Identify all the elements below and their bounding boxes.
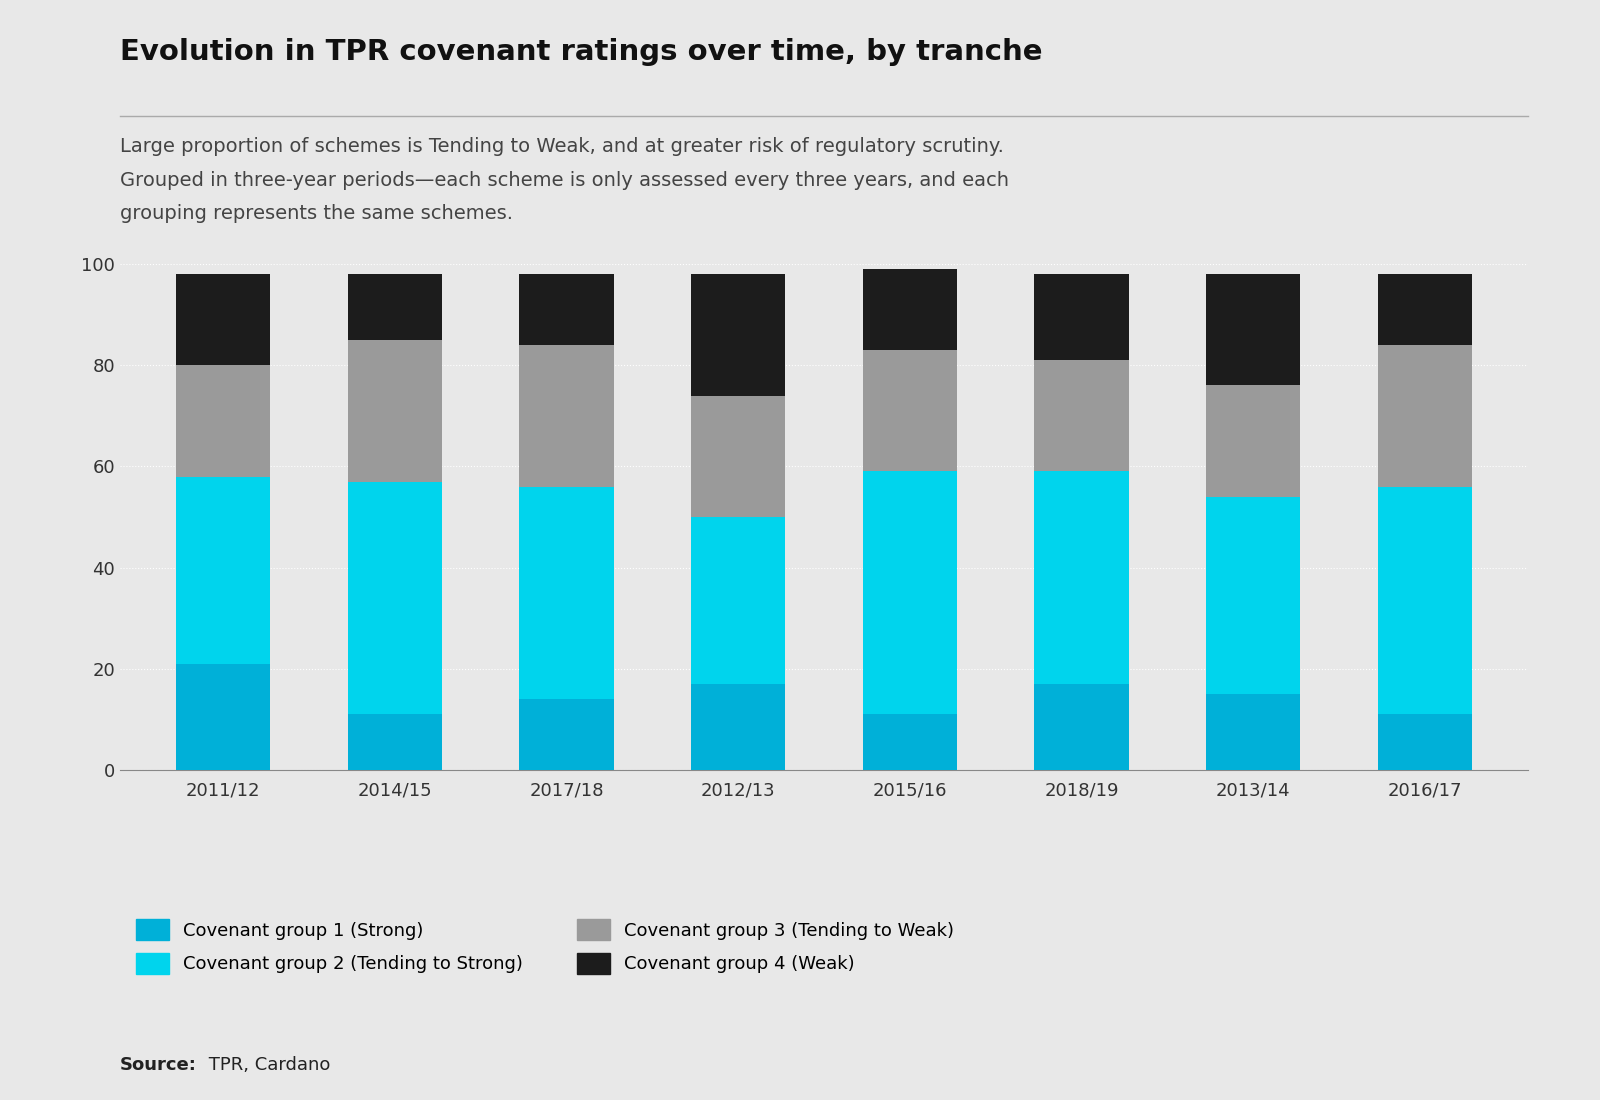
Bar [1378, 486, 1472, 714]
Bar [1206, 274, 1301, 385]
Bar [520, 274, 614, 345]
Bar [347, 714, 442, 770]
Bar [1206, 385, 1301, 497]
Bar [691, 396, 786, 517]
Text: TPR, Cardano: TPR, Cardano [203, 1056, 331, 1074]
Bar [1034, 360, 1128, 472]
Bar [1034, 684, 1128, 770]
Bar [691, 517, 786, 684]
Text: Evolution in TPR covenant ratings over time, by tranche: Evolution in TPR covenant ratings over t… [120, 39, 1043, 66]
Bar [1378, 714, 1472, 770]
Bar [520, 700, 614, 770]
Bar [347, 274, 442, 340]
Bar [1206, 497, 1301, 694]
Bar [1378, 345, 1472, 486]
Bar [520, 486, 614, 700]
Bar [691, 274, 786, 396]
Bar [176, 274, 270, 365]
Legend: Covenant group 1 (Strong), Covenant group 2 (Tending to Strong), Covenant group : Covenant group 1 (Strong), Covenant grou… [130, 912, 962, 981]
Text: Large proportion of schemes is Tending to Weak, and at greater risk of regulator: Large proportion of schemes is Tending t… [120, 138, 1003, 156]
Bar [862, 270, 957, 350]
Bar [862, 714, 957, 770]
Bar [862, 350, 957, 472]
Text: grouping represents the same schemes.: grouping represents the same schemes. [120, 204, 514, 222]
Bar [347, 340, 442, 482]
Bar [1378, 274, 1472, 345]
Bar [1034, 274, 1128, 360]
Bar [1206, 694, 1301, 770]
Bar [1034, 472, 1128, 684]
Bar [862, 472, 957, 714]
Bar [691, 684, 786, 770]
Text: Grouped in three-year periods—each scheme is only assessed every three years, an: Grouped in three-year periods—each schem… [120, 170, 1010, 189]
Text: Source:: Source: [120, 1056, 197, 1074]
Bar [347, 482, 442, 714]
Bar [176, 365, 270, 476]
Bar [520, 345, 614, 486]
Bar [176, 663, 270, 770]
Bar [176, 476, 270, 663]
